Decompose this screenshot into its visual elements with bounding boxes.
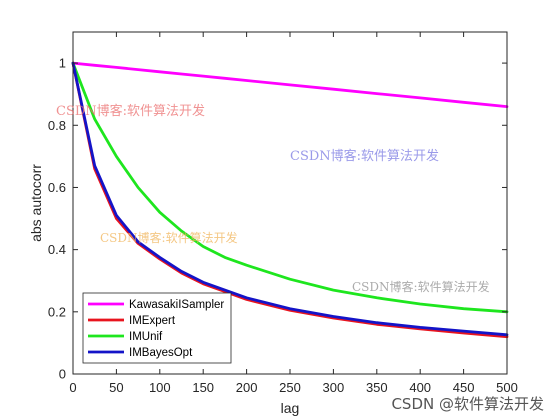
watermark-3: CSDN博客:软件算法开发 — [100, 231, 238, 245]
x-tick-label: 250 — [279, 380, 301, 395]
tick-layer: 0 50 100 150 200 250 300 350 400 450 500 0 0.2 0.4 0.6… — [48, 32, 518, 395]
y-axis-label: abs autocorr — [28, 164, 44, 242]
y-tick-label: 0.4 — [48, 242, 66, 257]
series-layer — [71, 61, 509, 339]
y-tick-label: 0 — [59, 367, 66, 382]
x-tick-label: 300 — [323, 380, 345, 395]
x-tick-label: 100 — [149, 380, 171, 395]
y-tick-label: 0.2 — [48, 304, 66, 319]
watermark-2: CSDN博客:软件算法开发 — [290, 149, 440, 164]
legend-label-2: IMExpert — [129, 315, 176, 327]
watermark-4: CSDN博客:软件算法开发 — [352, 280, 490, 294]
y-tick-label: 0.8 — [48, 118, 66, 133]
y-tick-label: 1 — [59, 56, 66, 71]
footer-credit: CSDN @软件算法开发 — [391, 395, 544, 413]
y-tick-label: 0.6 — [48, 180, 66, 195]
x-tick-label: 0 — [69, 380, 76, 395]
legend-label-1: KawasakiISampler — [129, 299, 224, 311]
series-line-1 — [71, 61, 509, 108]
x-tick-label: 500 — [496, 380, 518, 395]
x-axis-label: lag — [281, 400, 300, 416]
series-line-3 — [71, 61, 509, 314]
legend-label-3: IMUnif — [129, 331, 163, 343]
series-line-4 — [71, 61, 509, 337]
legend: KawasakiISampler IMExpert IMUnif IMBayesOpt — [82, 292, 232, 364]
x-tick-label: 400 — [409, 380, 431, 395]
x-tick-label: 350 — [366, 380, 388, 395]
x-tick-label: 200 — [236, 380, 258, 395]
x-tick-label: 50 — [109, 380, 123, 395]
x-tick-label: 150 — [192, 380, 214, 395]
series-line-2 — [71, 61, 509, 339]
legend-label-4: IMBayesOpt — [129, 347, 193, 359]
x-tick-label: 450 — [453, 380, 475, 395]
watermark-1: CSDN博客:软件算法开发 — [56, 104, 206, 119]
